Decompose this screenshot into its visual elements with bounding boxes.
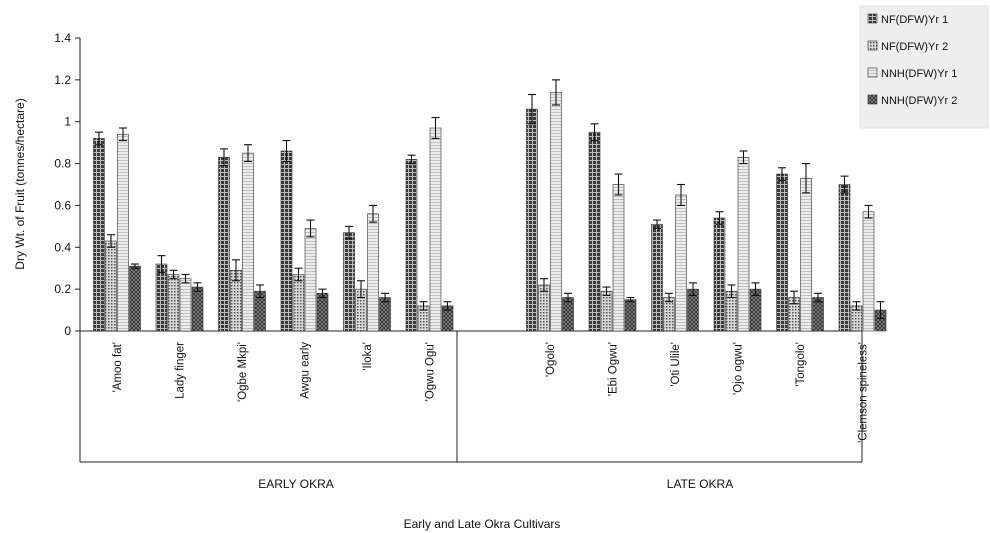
bar-3-3 [242, 152, 254, 332]
bar-4-4 [316, 293, 329, 332]
bar-2-9 [663, 297, 675, 332]
bar-4-7 [562, 297, 574, 332]
bar-1-5 [343, 232, 355, 332]
bar-3-10 [737, 156, 750, 332]
legend-label-4: NNH(DFW)Yr 2 [881, 95, 957, 107]
y-tick-label: 0 [64, 324, 71, 338]
y-tick-label: 1.4 [54, 31, 71, 45]
bar-3-7 [550, 92, 562, 332]
bar-1-11 [776, 173, 788, 332]
bar-3-8 [612, 184, 625, 332]
legend-label-3: NNH(DFW)Yr 1 [881, 68, 957, 80]
bars [93, 92, 887, 332]
bar-3-12 [862, 211, 875, 332]
legend-label-1: NF(DFW)Yr 1 [881, 14, 948, 26]
bar-3-9 [675, 194, 687, 332]
bar-1-8 [588, 131, 601, 332]
bar-3-5 [367, 213, 379, 332]
bar-1-10 [713, 217, 726, 332]
bar-3-4 [304, 228, 317, 332]
bar-2-7 [538, 284, 550, 332]
bar-4-11 [812, 297, 824, 332]
bar-1-3 [218, 156, 230, 332]
bar-1-1 [93, 138, 105, 332]
bar-2-2 [167, 274, 180, 332]
legend-box [859, 5, 989, 129]
bar-3-11 [800, 177, 812, 332]
x-tick-label: 'Clemson spineless' [858, 342, 870, 443]
bar-4-5 [379, 297, 391, 332]
x-labels: 'Amoo fat' Lady finger 'Ogbe Mkpi' Awgu ear… [112, 342, 870, 443]
x-tick-label: 'Ebi Ogwu' [608, 342, 620, 396]
bar-3-2 [179, 278, 192, 332]
bar-1-6 [405, 159, 418, 332]
x-tick-label: 'Tongolo' [795, 342, 807, 387]
bar-1-7 [526, 108, 538, 332]
bar-4-2 [191, 286, 204, 332]
y-tick-label: 0.4 [54, 240, 71, 254]
group-label: EARLY OKRA [258, 477, 334, 491]
legend-swatch-2 [867, 40, 878, 51]
bar-2-8 [600, 290, 613, 332]
bar-4-8 [624, 299, 637, 332]
legend: NF(DFW)Yr 1 NF(DFW)Yr 2 NNH(DFW)Yr 1 NNH(DF… [859, 5, 989, 129]
bar-3-1 [117, 133, 129, 332]
legend-swatch-1 [867, 13, 878, 24]
y-ticks: 0 0.2 0.4 0.6 0.8 1 1.2 1.4 [54, 31, 80, 338]
legend-swatch-4 [867, 94, 878, 105]
bar-2-4 [292, 274, 305, 332]
bar-1-2 [155, 263, 168, 332]
bar-1-4 [280, 150, 293, 332]
x-tick-label: 'Iloka' [362, 342, 374, 371]
x-tick-label: 'Ogolo' [545, 342, 557, 377]
y-tick-label: 0.8 [54, 157, 71, 171]
y-tick-label: 0.6 [54, 198, 71, 212]
x-tick-label: 'Amoo fat' [112, 342, 124, 392]
x-tick-label: 'Ojo ogwu' [733, 342, 745, 395]
y-tick-label: 0.2 [54, 282, 71, 296]
bar-3-6 [429, 127, 442, 332]
legend-swatch-3 [867, 67, 878, 78]
x-tick-label: Awgu early [300, 342, 312, 399]
x-tick-label: Lady finger [175, 342, 187, 399]
y-tick-label: 1 [64, 115, 71, 129]
x-tick-label: 'Oti Ulile' [670, 342, 682, 387]
group-label: LATE OKRA [667, 477, 733, 491]
y-axis-title: Dry Wt. of Fruit (tonnes/hectare) [13, 98, 27, 269]
bar-1-12 [838, 184, 851, 332]
bar-1-9 [651, 223, 663, 332]
error-bars [95, 79, 885, 319]
x-tick-label: 'Ogbe Mkpi' [237, 342, 249, 402]
bar-4-1 [129, 265, 141, 332]
y-tick-label: 1.2 [54, 73, 71, 87]
x-axis-title: Early and Late Okra Cultivars [404, 517, 561, 531]
group-labels: EARLY OKRA LATE OKRA [79, 331, 863, 491]
legend-label-2: NF(DFW)Yr 2 [881, 41, 948, 53]
x-tick-label: 'Ogwu Ogu' [425, 342, 437, 401]
bar-2-1 [105, 240, 117, 332]
